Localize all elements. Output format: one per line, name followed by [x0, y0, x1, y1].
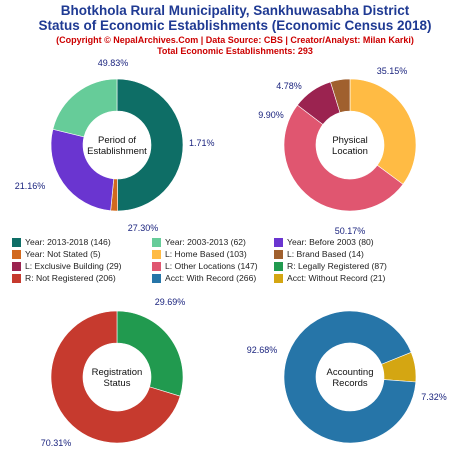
- donut-slice: [116, 78, 184, 212]
- legend-swatch: [152, 250, 161, 259]
- legend-label: L: Exclusive Building (29): [25, 261, 122, 271]
- total-line: Total Economic Establishments: 293: [157, 46, 313, 56]
- legend-swatch: [152, 238, 161, 247]
- credit-line: (Copyright © NepalArchives.Com | Data So…: [56, 35, 414, 45]
- legend-swatch: [274, 250, 283, 259]
- legend-swatch: [152, 262, 161, 271]
- legend-label: Year: Not Stated (5): [25, 249, 101, 259]
- slice-percent-label: 35.15%: [377, 66, 408, 76]
- legend-label: L: Other Locations (147): [165, 261, 258, 271]
- donut-slice: [283, 104, 404, 212]
- legend-swatch: [274, 274, 283, 283]
- donut-slice: [330, 78, 351, 113]
- slice-percent-label: 50.17%: [335, 226, 366, 236]
- legend-swatch: [12, 238, 21, 247]
- slice-percent-label: 29.69%: [155, 297, 186, 307]
- chart-title-line1: Bhotkhola Rural Municipality, Sankhuwasa…: [60, 3, 410, 18]
- legend-swatch: [152, 274, 161, 283]
- donut-center-label: Accounting: [326, 367, 373, 378]
- slice-percent-label: 9.90%: [258, 110, 284, 120]
- legend-swatch: [12, 262, 21, 271]
- donut-slice: [349, 78, 417, 185]
- donut-center-label: Period of: [98, 135, 136, 146]
- donut-center-label: Establishment: [87, 146, 147, 157]
- legend-swatch: [274, 262, 283, 271]
- legend-label: L: Brand Based (14): [287, 249, 364, 259]
- donut-slice: [50, 310, 181, 444]
- legend-label: Acct: With Record (266): [165, 273, 257, 283]
- legend-swatch: [12, 250, 21, 259]
- slice-percent-label: 1.71%: [189, 138, 215, 148]
- legend-swatch: [274, 238, 283, 247]
- legend-label: L: Home Based (103): [165, 249, 247, 259]
- donut-slice: [116, 310, 184, 397]
- legend-label: Year: 2003-2013 (62): [165, 237, 246, 247]
- slice-percent-label: 70.31%: [41, 438, 72, 448]
- slice-percent-label: 49.83%: [98, 58, 129, 68]
- donut-center-label: Status: [104, 378, 131, 389]
- donut-center-label: Physical: [332, 135, 367, 146]
- legend-label: R: Not Registered (206): [25, 273, 116, 283]
- donut-center-label: Records: [332, 378, 368, 389]
- legend-label: Acct: Without Record (21): [287, 273, 386, 283]
- legend-swatch: [12, 274, 21, 283]
- chart-title-line2: Status of Economic Establishments (Econo…: [38, 18, 432, 33]
- slice-percent-label: 92.68%: [247, 345, 278, 355]
- legend-label: R: Legally Registered (87): [287, 261, 387, 271]
- slice-percent-label: 27.30%: [128, 223, 159, 233]
- legend-label: Year: Before 2003 (80): [287, 237, 374, 247]
- donut-slice: [283, 310, 417, 444]
- legend-label: Year: 2013-2018 (146): [25, 237, 111, 247]
- donut-center-label: Registration: [92, 367, 143, 378]
- slice-percent-label: 21.16%: [15, 181, 46, 191]
- slice-percent-label: 4.78%: [276, 81, 302, 91]
- donut-center-label: Location: [332, 146, 368, 157]
- donut-slice: [52, 78, 118, 138]
- slice-percent-label: 7.32%: [421, 392, 447, 402]
